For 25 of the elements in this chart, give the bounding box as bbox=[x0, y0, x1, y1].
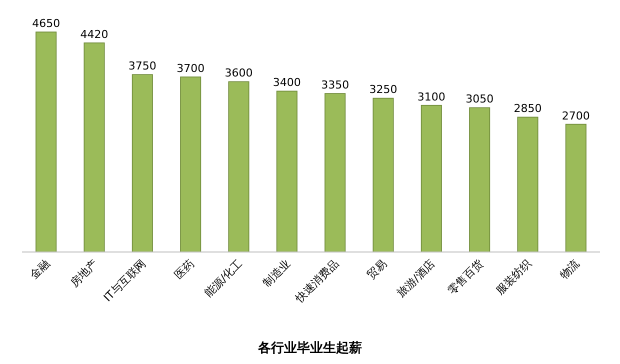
x-tick-label: 贸易 bbox=[364, 256, 390, 282]
x-tick-label: 制造业 bbox=[260, 256, 294, 290]
x-tick-label: 金融 bbox=[27, 256, 52, 282]
data-label: 3700 bbox=[176, 62, 205, 75]
x-tick-label: 快速消费品 bbox=[292, 256, 342, 306]
x-tick-label: 医药 bbox=[172, 256, 197, 282]
text: 各行业毕业生起薪 bbox=[257, 340, 362, 356]
data-label: 2850 bbox=[514, 102, 542, 116]
x-tick-label: 服装纺织 bbox=[494, 256, 534, 298]
data-label: 2700 bbox=[562, 109, 590, 122]
data-label: 3100 bbox=[417, 90, 446, 104]
x-tick-label: 旅游/酒店 bbox=[394, 256, 438, 300]
data-label: 3350 bbox=[321, 78, 350, 92]
x-tick-label: 房地产 bbox=[68, 256, 100, 290]
data-label: 4420 bbox=[80, 28, 108, 41]
data-label: 3050 bbox=[466, 92, 494, 106]
x-tick-label: 物流 bbox=[557, 256, 582, 282]
data-label: 3400 bbox=[272, 76, 301, 90]
data-label: 3250 bbox=[369, 83, 398, 96]
x-tick-label: 零售百货 bbox=[445, 256, 486, 298]
x-tick-label: 能源/化工 bbox=[202, 256, 245, 300]
x-tick-label: IT与互联网 bbox=[101, 256, 149, 304]
data-label: 3600 bbox=[224, 66, 253, 80]
data-label: 3750 bbox=[128, 60, 156, 73]
data-label: 4650 bbox=[32, 17, 60, 30]
